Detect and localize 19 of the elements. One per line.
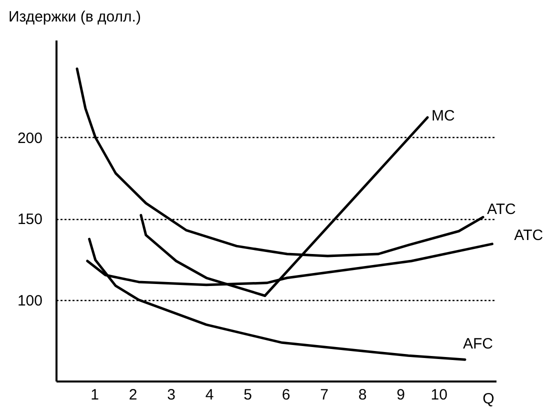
series-label: ATC: [514, 226, 544, 244]
series-label: ATC: [486, 201, 516, 218]
x-tick-label: 8: [358, 386, 367, 404]
x-tick-label: 4: [205, 386, 214, 404]
x-tick-label: 9: [396, 386, 406, 404]
y-tick-label: 200: [17, 130, 42, 147]
series-label: MC: [432, 107, 456, 124]
x-axis-title: Q: [482, 390, 494, 407]
y-tick-label: 150: [17, 211, 42, 228]
x-tick-label: 5: [244, 386, 252, 404]
x-tick-label: 1: [90, 386, 99, 404]
x-tick-label: 6: [282, 386, 290, 404]
x-tick-label: 7: [320, 386, 328, 404]
y-axis-title: Издержки (в долл.): [8, 8, 141, 26]
x-tick-label: 3: [167, 386, 176, 404]
y-tick-label: 100: [17, 292, 42, 310]
series-label: AFC: [463, 336, 494, 353]
x-tick-label: 10: [430, 386, 448, 404]
x-tick-label: 2: [128, 386, 138, 404]
